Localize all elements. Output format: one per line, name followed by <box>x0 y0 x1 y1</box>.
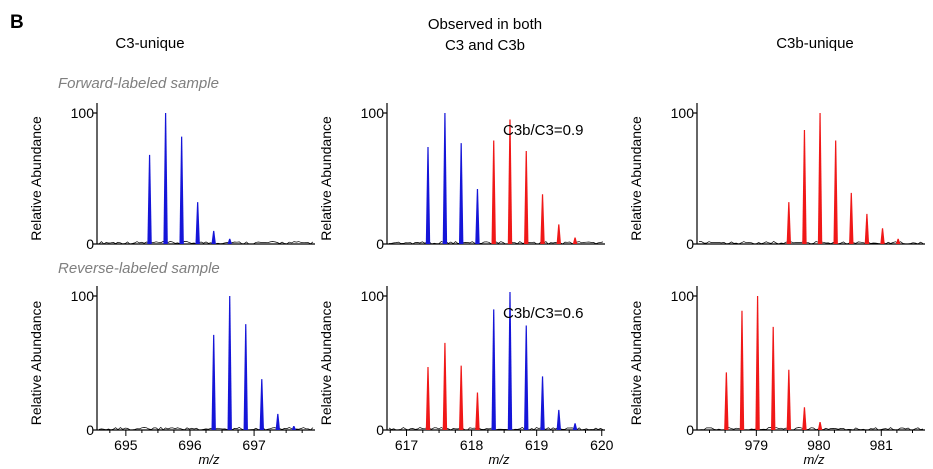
peak <box>259 379 264 430</box>
y-tick-label: 100 <box>71 288 95 304</box>
peak <box>572 237 578 244</box>
y-axis-label: Relative Abundance <box>628 301 644 426</box>
column-title-left: C3-unique <box>115 35 184 52</box>
peak <box>556 224 561 244</box>
peak <box>849 192 854 244</box>
peak <box>442 113 448 244</box>
peak <box>442 342 448 430</box>
peak <box>524 150 529 244</box>
y-tick-label: 0 <box>686 422 694 438</box>
panel-label: B <box>10 12 24 33</box>
y-axis-label: Relative Abundance <box>28 116 44 241</box>
row-title-reverse: Reverse-labeled sample <box>58 260 220 277</box>
spectrum-forward-both: 0 100 Relative Abundance C3b/C3=0.9 <box>318 103 605 252</box>
y-tick-label: 0 <box>376 236 384 252</box>
y-tick-label: 100 <box>361 288 385 304</box>
y-tick-label: 0 <box>86 236 94 252</box>
peak <box>275 413 281 430</box>
baseline-noise <box>698 240 924 245</box>
peak <box>211 230 216 244</box>
peak <box>786 202 792 244</box>
peak <box>147 154 152 244</box>
y-tick-label: 100 <box>71 105 95 121</box>
spectrum-forward-c3-unique: 0 100 Relative Abundance <box>28 103 315 252</box>
peak <box>475 392 480 430</box>
y-axis-label: Relative Abundance <box>628 116 644 241</box>
baseline-noise <box>388 241 604 245</box>
peak <box>491 140 496 244</box>
y-axis-label: Relative Abundance <box>28 301 44 426</box>
baseline-noise <box>98 241 314 245</box>
spectrum-reverse-both: 0 100 Relative Abundance 617 618 619 620 m/z C3b… <box>318 286 614 467</box>
peak <box>880 228 885 244</box>
peak <box>458 365 464 430</box>
x-tick-label: 619 <box>525 437 549 453</box>
peak <box>572 423 578 430</box>
peak <box>425 147 431 244</box>
x-tick-label: 697 <box>242 437 266 453</box>
peak <box>291 425 297 430</box>
x-axis-label: m/z <box>489 452 510 467</box>
x-tick-label: 617 <box>395 437 419 453</box>
spectrum-forward-c3b-unique: 0 100 Relative Abundance <box>628 103 925 252</box>
peak <box>227 296 232 430</box>
y-tick-label: 0 <box>86 422 94 438</box>
x-tick-label: 695 <box>114 437 138 453</box>
baseline-noise <box>388 426 604 431</box>
y-axis-label: Relative Abundance <box>318 116 334 241</box>
peak <box>724 372 729 430</box>
peak <box>817 421 823 430</box>
peak <box>227 238 232 244</box>
peak <box>786 369 792 430</box>
y-tick-label: 0 <box>686 236 694 252</box>
column-title-right: C3b-unique <box>776 35 854 52</box>
peak <box>817 113 823 244</box>
y-tick-label: 100 <box>671 288 695 304</box>
ratio-annotation: C3b/C3=0.9 <box>503 122 583 139</box>
x-tick-label: 979 <box>745 437 769 453</box>
y-tick-label: 0 <box>376 422 384 438</box>
peak <box>179 136 184 244</box>
peak <box>755 296 760 430</box>
peak <box>475 188 480 244</box>
peak <box>425 367 431 430</box>
x-tick-label: 980 <box>807 437 831 453</box>
x-axis-label: m/z <box>804 452 825 467</box>
x-tick-label: 696 <box>178 437 202 453</box>
peak <box>895 238 901 244</box>
peak <box>507 119 513 244</box>
peak <box>524 325 529 430</box>
y-tick-label: 100 <box>361 105 385 121</box>
peak <box>243 324 248 430</box>
x-tick-label: 618 <box>460 437 484 453</box>
column-title-middle-line2: C3 and C3b <box>445 37 525 54</box>
peak <box>491 309 496 430</box>
row-title-forward: Forward-labeled sample <box>58 75 219 92</box>
y-axis-label: Relative Abundance <box>318 301 334 426</box>
y-tick-label: 100 <box>671 105 695 121</box>
spectrum-reverse-c3-unique: 0 100 Relative Abundance 695 696 697 m/z <box>28 286 315 467</box>
x-tick-label: 620 <box>590 437 614 453</box>
peak <box>458 143 464 244</box>
baseline-noise <box>698 427 924 431</box>
peak <box>833 140 838 244</box>
peak <box>507 291 513 430</box>
x-tick-label: 981 <box>870 437 894 453</box>
spectrum-reverse-c3b-unique: 0 100 Relative Abundance 979 980 981 m/z <box>628 286 925 467</box>
peak <box>739 310 745 430</box>
peak <box>802 407 807 430</box>
peak <box>163 113 168 244</box>
peak <box>211 334 216 430</box>
peak <box>556 409 561 430</box>
peak <box>771 326 776 430</box>
peak <box>195 202 200 244</box>
column-title-middle-line1: Observed in both <box>428 16 542 33</box>
peak <box>540 376 545 430</box>
peak <box>802 130 807 244</box>
x-axis-label: m/z <box>199 452 220 467</box>
peak <box>540 194 545 244</box>
peak <box>864 213 870 244</box>
ratio-annotation: C3b/C3=0.6 <box>503 305 583 322</box>
